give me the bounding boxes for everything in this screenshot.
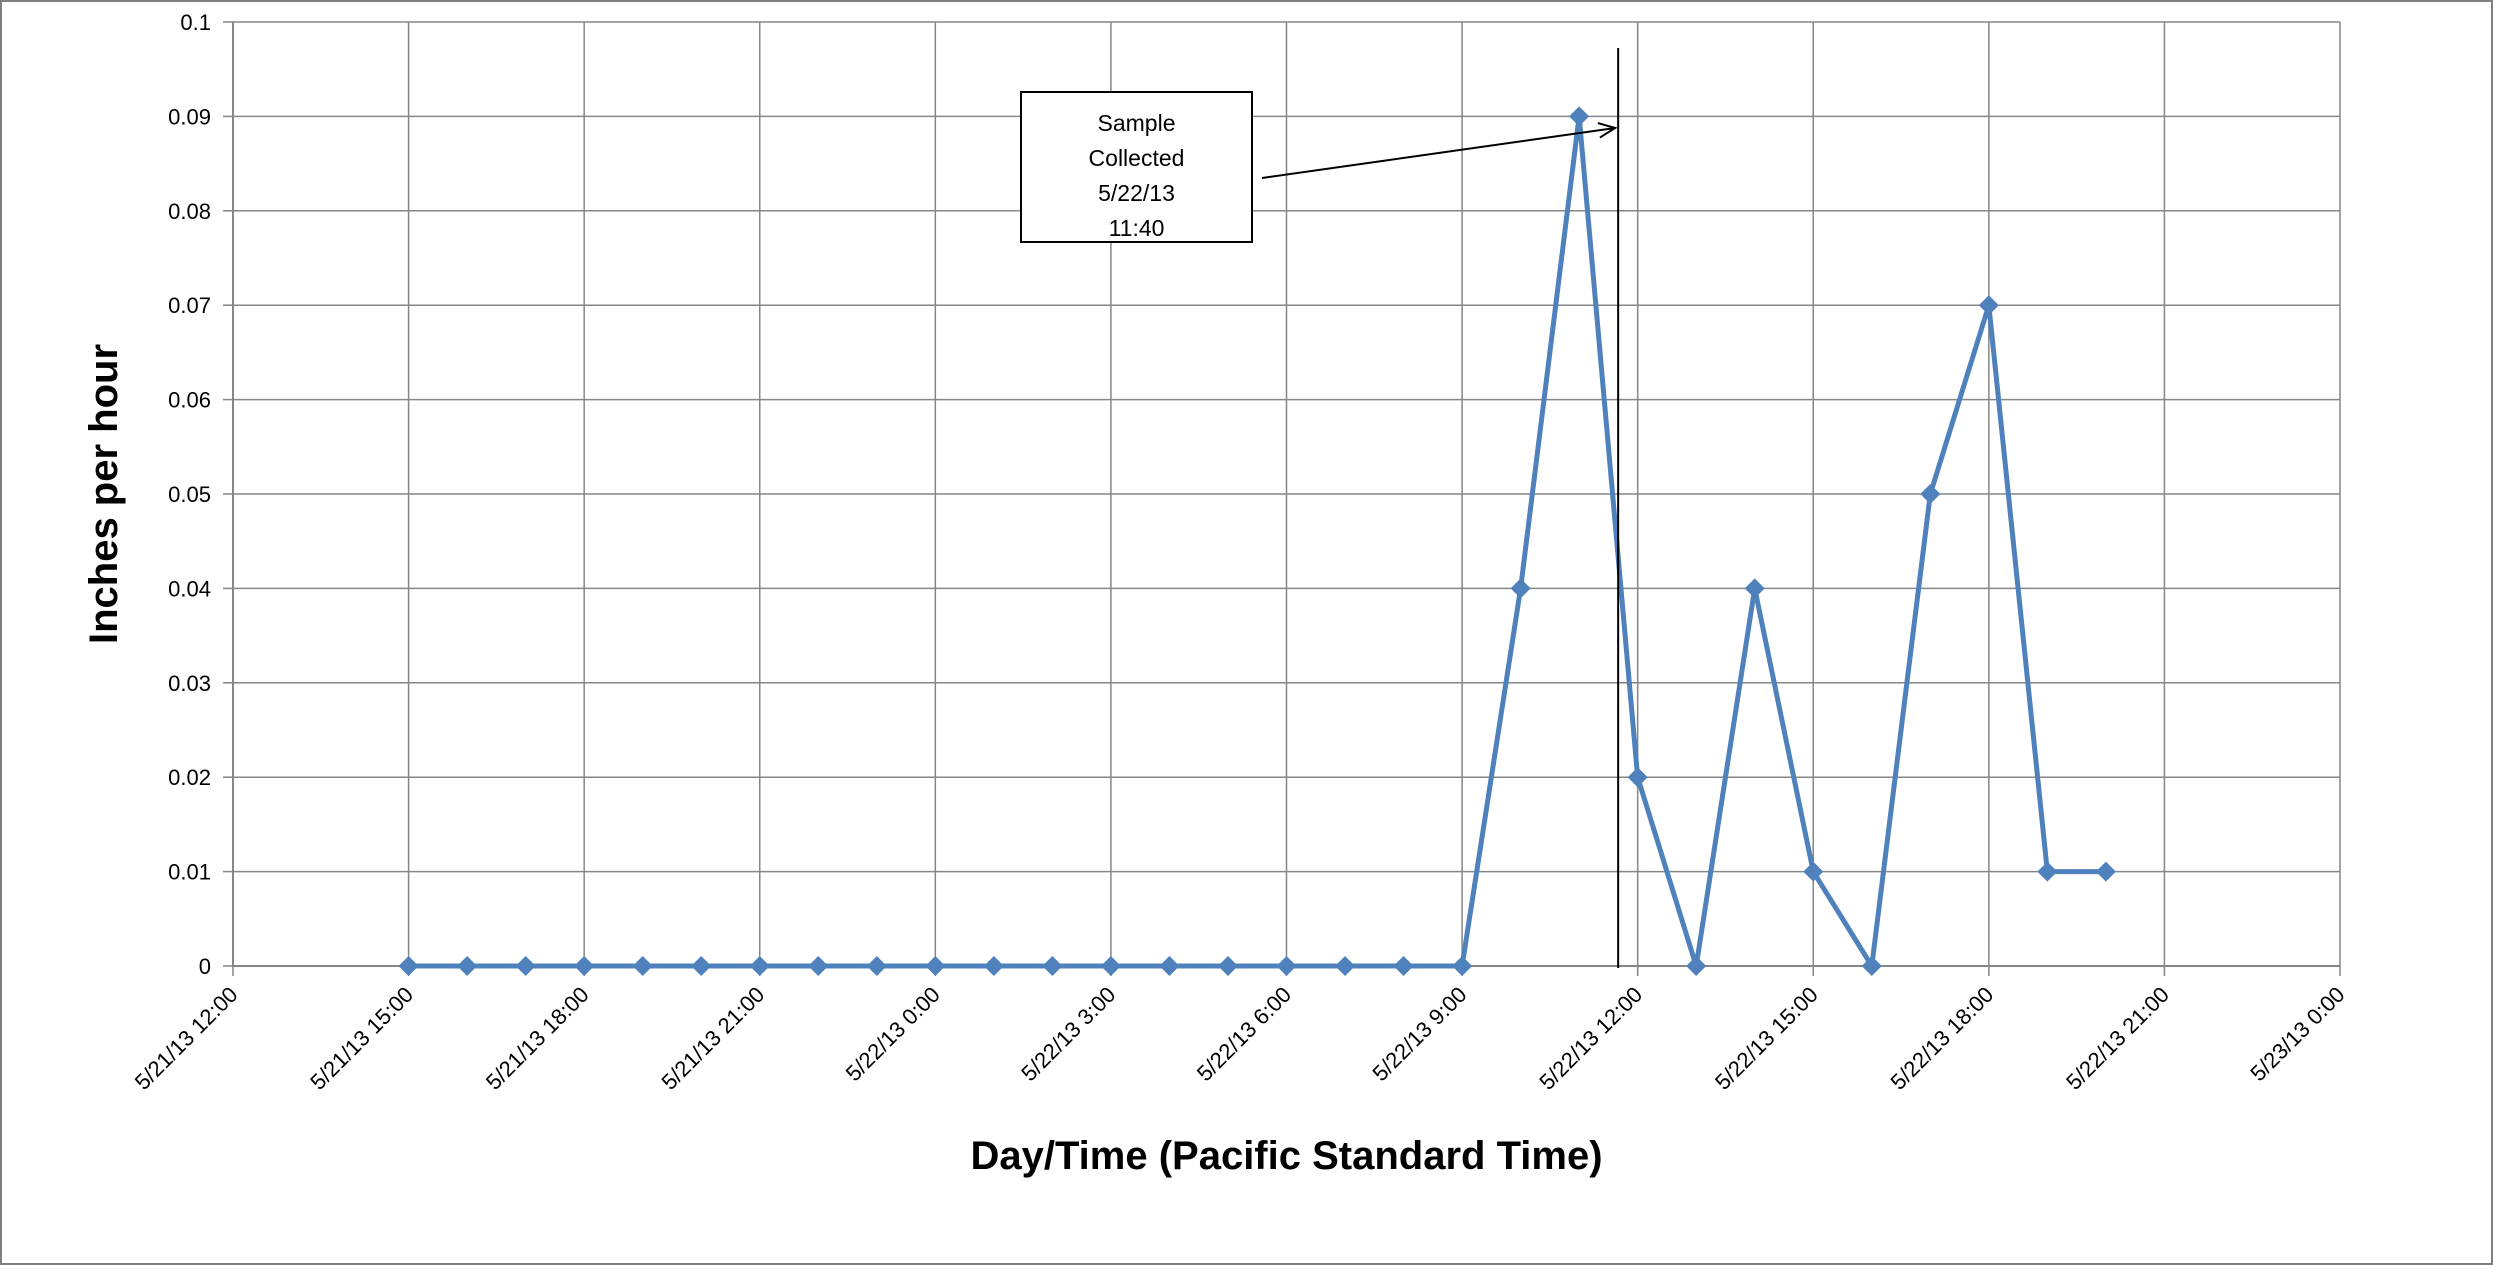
annotation-text-line: Sample: [1098, 110, 1176, 136]
annotation: Sample Collected 5/22/13 11:40: [1020, 48, 1620, 968]
x-tick-label: 5/22/13 3:00: [1016, 982, 1120, 1086]
y-tick-label: 0.02: [168, 765, 211, 790]
data-point: [1042, 956, 1063, 976]
x-tick-label: 5/21/13 21:00: [656, 982, 769, 1095]
data-point: [1452, 956, 1473, 976]
data-point: [515, 956, 536, 976]
gridlines: [233, 21, 2341, 966]
x-tick-label: 5/22/13 9:00: [1367, 982, 1471, 1086]
y-tick-label: 0.01: [168, 860, 211, 885]
y-tick-label: 0: [199, 954, 211, 979]
data-point: [1686, 956, 1707, 976]
data-point: [632, 956, 653, 976]
y-tick-labels: 0 0.01 0.02 0.03 0.04 0.05 0.06 0.07 0.08 0.09 0.1: [168, 10, 211, 979]
data-point: [983, 956, 1004, 976]
y-tick-label: 0.05: [168, 482, 211, 507]
data-point: [1744, 578, 1765, 599]
x-tick-label: 5/22/13 18:00: [1886, 982, 1999, 1095]
data-point: [2095, 861, 2116, 882]
y-axis-title: Inches per hour: [82, 344, 126, 644]
data-point: [925, 956, 946, 976]
data-point: [1276, 956, 1297, 976]
x-tick-label: 5/22/13 12:00: [1534, 982, 1647, 1095]
series-line: [408, 113, 2106, 969]
y-tick-label: 0.07: [168, 293, 211, 318]
annotation-text-line: Collected: [1089, 145, 1185, 171]
annotation-box: [1020, 91, 1253, 243]
y-tick-label: 0.06: [168, 388, 211, 413]
annotation-text-line: 5/22/13: [1098, 180, 1175, 206]
x-tick-label: 5/22/13 0:00: [841, 982, 945, 1086]
y-tick-label: 0.04: [168, 576, 211, 601]
data-point: [1335, 956, 1356, 976]
data-point: [749, 956, 770, 976]
data-point: [1861, 956, 1882, 976]
x-tick-label: 5/21/13 18:00: [481, 982, 594, 1095]
data-point: [1920, 484, 1941, 504]
data-point: [1217, 956, 1238, 976]
annotation-arrow-head: [1597, 122, 1618, 139]
x-tick-label: 5/22/13 15:00: [1710, 982, 1823, 1095]
axes: [223, 21, 2341, 976]
data-point: [1159, 956, 1180, 976]
data-point: [1393, 956, 1414, 976]
data-point: [1803, 861, 1824, 882]
data-point: [2037, 861, 2058, 882]
x-tick-label: 5/22/13 21:00: [2061, 982, 2174, 1095]
annotation-arrow-line: [1261, 127, 1616, 179]
data-point: [866, 956, 887, 976]
data-point: [398, 956, 419, 976]
data-point: [1978, 295, 1999, 316]
data-point: [457, 956, 478, 976]
y-tick-label: 0.03: [168, 671, 211, 696]
data-point: [574, 956, 595, 976]
x-tick-label: 5/22/13 6:00: [1192, 982, 1296, 1086]
x-tick-label: 5/21/13 12:00: [130, 982, 243, 1095]
data-point: [1627, 767, 1648, 788]
y-tick-label: 0.08: [168, 199, 211, 224]
x-tick-labels: 5/21/13 12:00 5/21/13 15:00 5/21/13 18:00 5…: [130, 982, 2350, 1095]
y-tick-label: 0.1: [180, 10, 211, 35]
data-point: [691, 956, 712, 976]
x-axis-title: Day/Time (Pacific Standard Time): [970, 1134, 1602, 1178]
x-tick-label: 5/21/13 15:00: [305, 982, 418, 1095]
series-layer: [398, 106, 2116, 976]
data-point: [1510, 578, 1531, 599]
x-tick-label: 5/23/13 0:00: [2245, 982, 2349, 1086]
data-point: [808, 956, 829, 976]
y-tick-label: 0.09: [168, 104, 211, 129]
data-point: [1100, 956, 1121, 976]
annotation-text-line: 11:40: [1109, 215, 1165, 241]
data-point: [1569, 106, 1590, 127]
